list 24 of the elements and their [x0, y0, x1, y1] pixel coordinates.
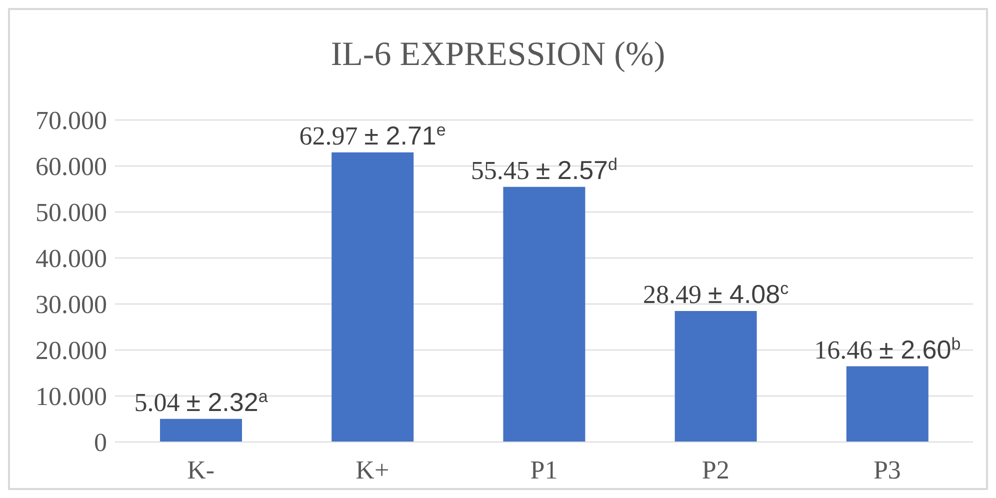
bar — [846, 366, 928, 442]
y-tick-label: 20.000 — [36, 336, 107, 366]
x-tick-label: K+ — [356, 455, 390, 484]
bar — [674, 310, 757, 442]
x-tick-label: P2 — [702, 455, 730, 484]
y-tick-label: 0 — [94, 428, 107, 458]
y-tick-label: 30.000 — [36, 290, 107, 320]
x-tick-label: K- — [187, 455, 215, 484]
x-tick-label: P3 — [873, 455, 901, 484]
y-tick-label: 60.000 — [36, 152, 107, 182]
bar — [332, 152, 414, 442]
data-label: 28.49 ± 4.08$^{c}$ — [642, 278, 790, 309]
data-label: 16.46 ± 2.60$^{b}$ — [814, 334, 961, 364]
data-label: 55.45 ± 2.57$^{d}$ — [470, 154, 618, 185]
data-label: 5.04 ± 2.32$^{a}$ — [134, 386, 268, 417]
y-tick-label: 70.000 — [36, 106, 107, 136]
bar — [503, 186, 586, 442]
y-tick-label: 10.000 — [36, 382, 107, 412]
bar — [160, 418, 242, 442]
data-label: 62.97 ± 2.71$^{e}$ — [299, 120, 446, 150]
y-tick-label: 40.000 — [36, 244, 107, 274]
chart-title: IL-6 EXPRESSION (%) — [330, 36, 666, 74]
x-tick-label: P1 — [530, 455, 558, 484]
y-tick-label: 50.000 — [36, 198, 107, 228]
